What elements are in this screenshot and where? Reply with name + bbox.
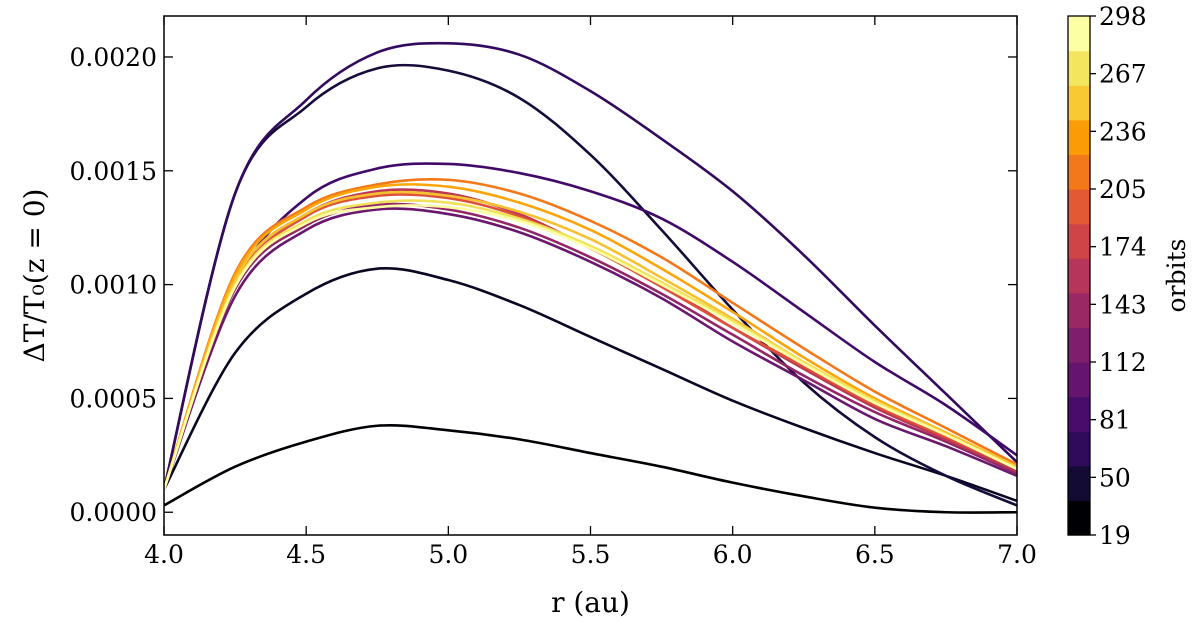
y-axis-label: ΔT/T₀(z = 0) xyxy=(18,189,51,363)
colorbar: 19 50 81 112 143 174 205 236 267 298 xyxy=(1067,2,1147,550)
y-tick-label: 0.0010 xyxy=(70,271,157,300)
y-axis-ticks: 0.0000 0.0005 0.0010 0.0015 0.0020 xyxy=(70,43,1017,527)
colorbar-tick-label: 205 xyxy=(1099,175,1147,204)
colorbar-label: orbits xyxy=(1162,239,1191,313)
colorbar-tick-label: 236 xyxy=(1099,117,1147,146)
series-line-orbit-130 xyxy=(164,202,1017,490)
colorbar-band xyxy=(1068,119,1090,155)
x-axis-ticks: 4.0 4.5 5.0 5.5 6.0 6.5 7.0 xyxy=(144,16,1037,569)
x-tick-label: 7.0 xyxy=(997,540,1037,569)
colorbar-tick-label: 112 xyxy=(1099,348,1147,377)
x-tick-label: 4.0 xyxy=(144,540,184,569)
colorbar-band xyxy=(1068,85,1090,121)
colorbar-band xyxy=(1068,292,1090,328)
series-line-orbit-40 xyxy=(164,63,1017,507)
colorbar-tick-label: 174 xyxy=(1099,233,1147,262)
x-axis-label: r (au) xyxy=(551,586,630,619)
colorbar-band xyxy=(1068,465,1090,501)
plot-lines xyxy=(164,41,1017,514)
x-tick-label: 6.0 xyxy=(713,540,753,569)
y-tick-label: 0.0005 xyxy=(70,384,157,413)
series-line-orbit-215 xyxy=(164,178,1017,490)
x-tick-label: 5.0 xyxy=(428,540,468,569)
colorbar-frame xyxy=(1067,15,1091,536)
y-tick-label: 0.0015 xyxy=(70,157,157,186)
colorbar-band xyxy=(1068,362,1090,398)
colorbar-band xyxy=(1068,189,1090,225)
colorbar-band xyxy=(1068,500,1090,536)
colorbar-band xyxy=(1068,327,1090,363)
colorbar-tick-label: 298 xyxy=(1099,2,1147,31)
series-line-orbit-30 xyxy=(164,266,1017,503)
colorbar-band xyxy=(1068,258,1090,294)
colorbar-band xyxy=(1068,431,1090,467)
colorbar-band xyxy=(1068,396,1090,432)
x-tick-label: 6.5 xyxy=(855,540,895,569)
colorbar-band xyxy=(1068,223,1090,259)
colorbar-tick-label: 50 xyxy=(1099,463,1131,492)
colorbar-tick-label: 81 xyxy=(1099,406,1131,435)
colorbar-tick-label: 267 xyxy=(1099,60,1147,89)
colorbar-tick-label: 19 xyxy=(1099,521,1131,550)
colorbar-band xyxy=(1068,154,1090,190)
colorbar-tick-label: 143 xyxy=(1099,290,1147,319)
series-line-orbit-70 xyxy=(164,162,1017,490)
series-line-orbit-55 xyxy=(164,41,1017,490)
series-line-orbit-19 xyxy=(164,423,1017,514)
x-tick-label: 4.5 xyxy=(286,540,326,569)
colorbar-band xyxy=(1068,16,1090,52)
series-line-orbit-298 xyxy=(164,204,1017,490)
series-line-orbit-100 xyxy=(164,207,1017,490)
series-line-orbit-275 xyxy=(164,199,1017,490)
y-tick-label: 0.0020 xyxy=(70,43,157,72)
x-tick-label: 5.5 xyxy=(571,540,611,569)
colorbar-band xyxy=(1068,50,1090,86)
series-line-orbit-236 xyxy=(164,182,1017,490)
y-tick-label: 0.0000 xyxy=(70,498,157,527)
